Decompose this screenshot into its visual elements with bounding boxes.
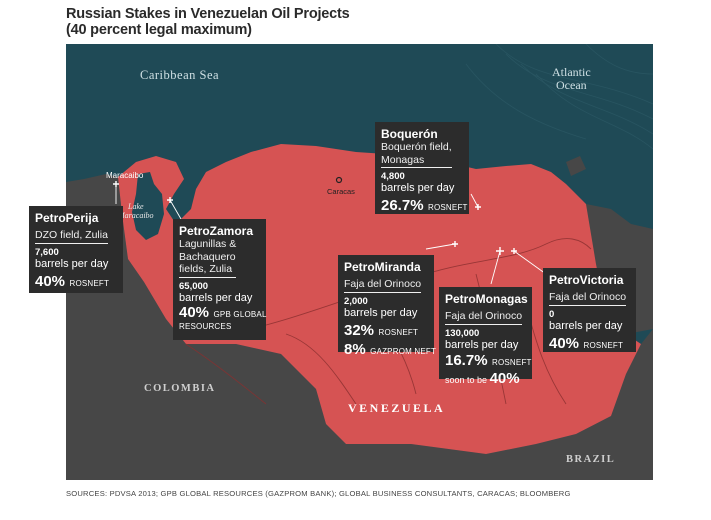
production-unit: barrels per day: [549, 319, 623, 332]
stake-percent: 40%: [35, 272, 66, 290]
production-value: 65,000: [179, 280, 209, 292]
field-name: Faja del Orinoco: [445, 310, 523, 325]
stake-holder: ROSNEFT: [492, 357, 532, 367]
stake-row: 16.7% ROSNEFT: [445, 351, 531, 370]
production-unit: barrels per day: [381, 182, 455, 194]
stake-note-percent: 40%: [489, 369, 520, 387]
field-line1: Faja del Orinoco: [344, 278, 422, 290]
stake-note-text: soon to be: [445, 374, 488, 385]
project-name: PetroZamora: [179, 224, 254, 238]
label-atlantic-line1: Atlantic: [552, 65, 591, 79]
production-value: 130,000: [445, 327, 480, 339]
production-value: 0: [549, 308, 555, 320]
field-name: Boquerón field, Monagas: [381, 141, 452, 168]
field-line3: fields, Zulia: [179, 263, 233, 275]
production-value: 4,800: [381, 171, 405, 182]
stake-holder-1: ROSNEFT: [378, 327, 419, 337]
callout-victoria: PetroVictoria Faja del Orinoco 0 barrels…: [543, 268, 636, 352]
production-value: 2,000: [344, 295, 368, 307]
project-name: PetroPerija: [35, 211, 99, 225]
field-line1: DZO field, Zulia: [35, 229, 108, 241]
leader-lines: [115, 184, 547, 285]
land-trinidad: [566, 156, 586, 176]
field-line1: Lagunillas &: [179, 238, 237, 250]
label-lake-line2: Maracaibo: [118, 211, 154, 220]
caracas-marker: [335, 176, 343, 184]
project-name: PetroMiranda: [344, 260, 421, 274]
field-line2: Bachaquero: [179, 250, 236, 263]
production-unit: barrels per day: [35, 257, 109, 270]
production-value: 7,600: [35, 246, 59, 258]
callout-monagas: PetroMonagas Faja del Orinoco 130,000 ba…: [439, 287, 532, 387]
stake-holder: ROSNEFT: [583, 340, 624, 350]
stake-row-2: 8% GAZPROM NEFT: [344, 340, 436, 360]
label-caribbean-sea: Caribbean Sea: [140, 68, 220, 82]
project-name: Boquerón: [381, 127, 438, 141]
label-colombia: COLOMBIA: [144, 383, 216, 394]
label-venezuela: VENEZUELA: [348, 401, 446, 415]
production-unit: barrels per day: [344, 306, 418, 319]
stake-row: 40% ROSNEFT: [35, 273, 117, 292]
label-caracas: Caracas: [327, 187, 355, 196]
label-lake-maracaibo: Lake Maracaibo: [118, 202, 154, 220]
callout-zamora: PetroZamora Lagunillas & Bachaquero fiel…: [173, 219, 266, 340]
field-name: DZO field, Zulia: [35, 229, 108, 244]
project-name: PetroVictoria: [549, 273, 624, 287]
stake-percent-1: 32%: [344, 321, 375, 339]
field-line1: Faja del Orinoco: [549, 291, 627, 303]
label-lake-line1: Lake: [128, 202, 144, 211]
stake-holder-line2: RESOURCES: [179, 321, 232, 331]
source-note: SOURCES: PDVSA 2013; GPB GLOBAL RESOURCE…: [66, 489, 571, 498]
label-atlantic-line2: Ocean: [556, 78, 587, 92]
field-name: Faja del Orinoco: [344, 278, 422, 293]
stake-holder: ROSNEFT: [428, 203, 468, 212]
production-unit: barrels per day: [179, 291, 253, 304]
project-name: PetroMonagas: [445, 292, 528, 306]
stake-percent-2: 8%: [344, 340, 366, 358]
land-colombia-brazil: [66, 174, 653, 480]
field-line1: Faja del Orinoco: [445, 310, 523, 322]
stake-percent: 16.7%: [445, 351, 488, 369]
stake-percent: 26.7%: [381, 197, 424, 214]
label-maracaibo-city: Maracaibo: [106, 171, 144, 180]
field-name: Lagunillas & Bachaquero fields, Zulia: [179, 238, 237, 278]
field-line1: Boquerón field,: [381, 141, 452, 153]
map-title: Russian Stakes in Venezuelan Oil Project…: [66, 6, 350, 38]
label-atlantic: Atlantic Ocean: [552, 66, 591, 92]
stake-percent: 40%: [549, 334, 580, 352]
callout-boqueron: Boquerón Boquerón field, Monagas 4,800 b…: [375, 122, 469, 214]
map-title-line1: Russian Stakes in Venezuelan Oil Project…: [66, 6, 350, 22]
stake-holder: ROSNEFT: [69, 278, 110, 288]
stake-holder-line1: GPB GLOBAL: [213, 309, 267, 319]
callout-perija: PetroPerija DZO field, Zulia 7,600 barre…: [29, 206, 123, 293]
field-name: Faja del Orinoco: [549, 291, 627, 306]
stake-row: 40% GPB GLOBAL RESOURCES: [179, 303, 266, 333]
map-title-line2: (40 percent legal maximum): [66, 22, 252, 38]
stake-row-1: 32% ROSNEFT: [344, 322, 428, 341]
field-line2: Monagas: [381, 153, 425, 166]
lake-maracaibo: [132, 172, 164, 240]
ocean-swirls: [465, 44, 653, 150]
stake-percent: 40%: [179, 303, 210, 321]
label-brazil: BRAZIL: [566, 454, 616, 465]
stake-note: soon to be 40%: [445, 370, 526, 387]
production-unit: barrels per day: [445, 338, 519, 351]
callout-miranda: PetroMiranda Faja del Orinoco 2,000 barr…: [338, 255, 436, 358]
stake-row: 26.7% ROSNEFT: [381, 197, 467, 216]
stake-holder-2: GAZPROM NEFT: [370, 346, 437, 356]
stake-row: 40% ROSNEFT: [549, 335, 630, 354]
